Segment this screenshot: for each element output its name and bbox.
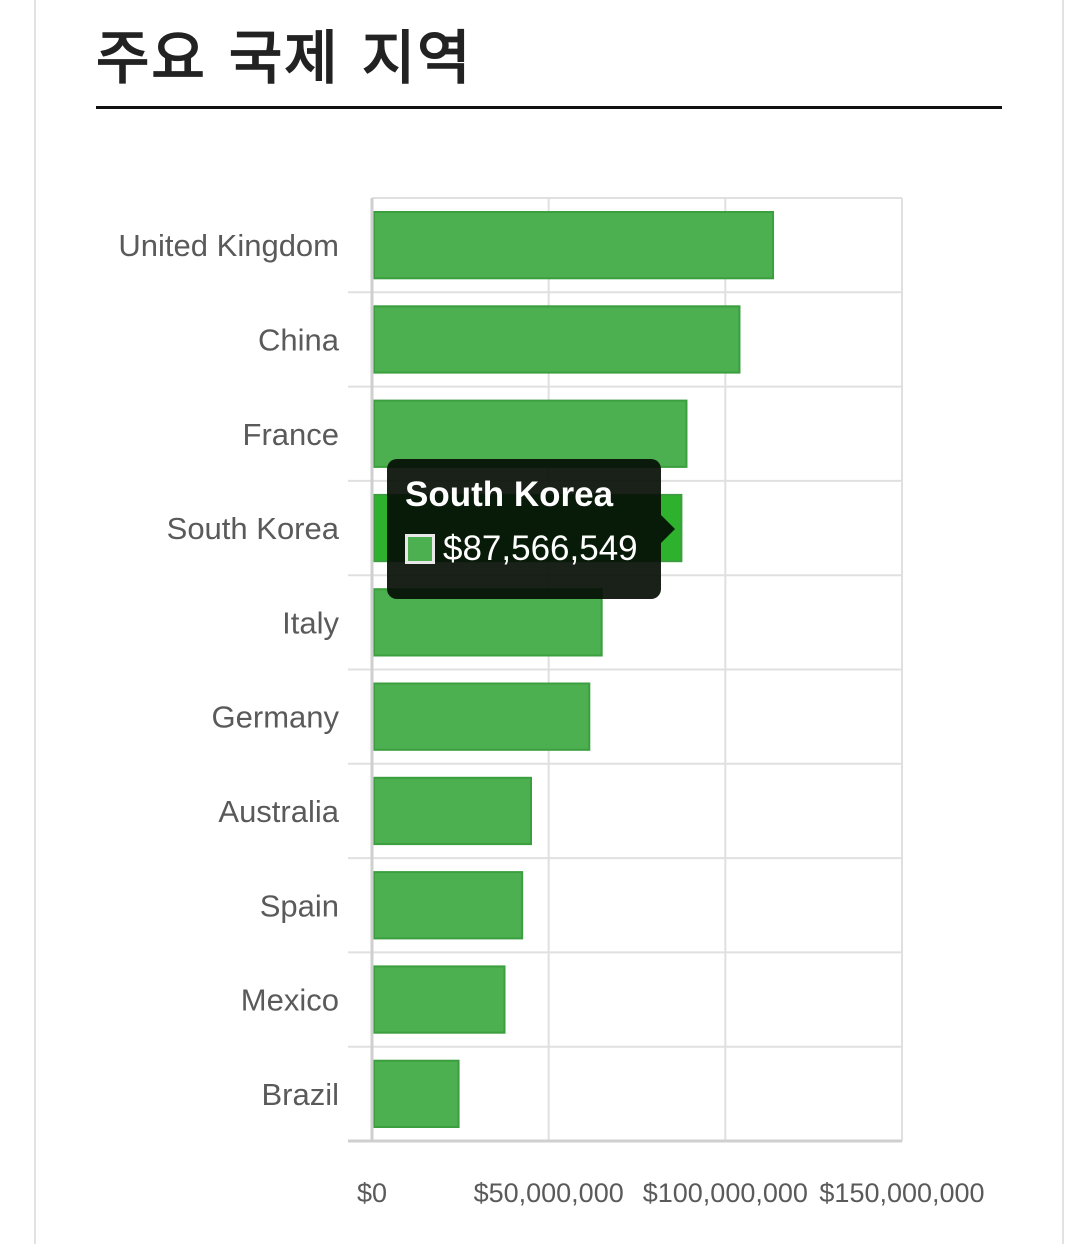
bar-united-kingdom [373, 211, 775, 280]
x-tick-label: $50,000,000 [474, 1178, 624, 1208]
tooltip-swatch [405, 534, 435, 564]
tooltip-row: $87,566,549 [405, 529, 643, 569]
category-label: China [258, 322, 340, 357]
x-tick-label: $0 [357, 1178, 387, 1208]
bar-china [373, 305, 741, 374]
tooltip-title: South Korea [405, 475, 614, 514]
bar-france [373, 399, 688, 468]
category-label: Italy [282, 605, 339, 640]
category-label: United Kingdom [118, 228, 339, 263]
category-label: South Korea [167, 511, 340, 546]
category-label: Germany [212, 700, 340, 735]
bar-italy [373, 588, 603, 657]
tooltip-value: $87,566,549 [443, 529, 638, 568]
category-label: Spain [260, 888, 339, 923]
bar-brazil [373, 1059, 460, 1128]
bar-australia [373, 776, 532, 846]
chart-tooltip: South Korea $87,566,549 [387, 459, 675, 599]
x-tick-label: $150,000,000 [819, 1178, 984, 1208]
frame-left-border [34, 0, 36, 1244]
bar-germany [373, 682, 591, 751]
bar-mexico [373, 965, 506, 1034]
x-tick-label: $100,000,000 [643, 1178, 808, 1208]
title-divider [96, 106, 1002, 109]
category-label: France [243, 417, 339, 452]
category-label: Mexico [241, 983, 339, 1018]
category-label: Brazil [261, 1077, 339, 1112]
bar-spain [373, 871, 524, 940]
frame-right-border [1062, 0, 1064, 1244]
page-title: 주요 국제 지역 [96, 24, 473, 92]
category-label: Australia [218, 794, 339, 829]
